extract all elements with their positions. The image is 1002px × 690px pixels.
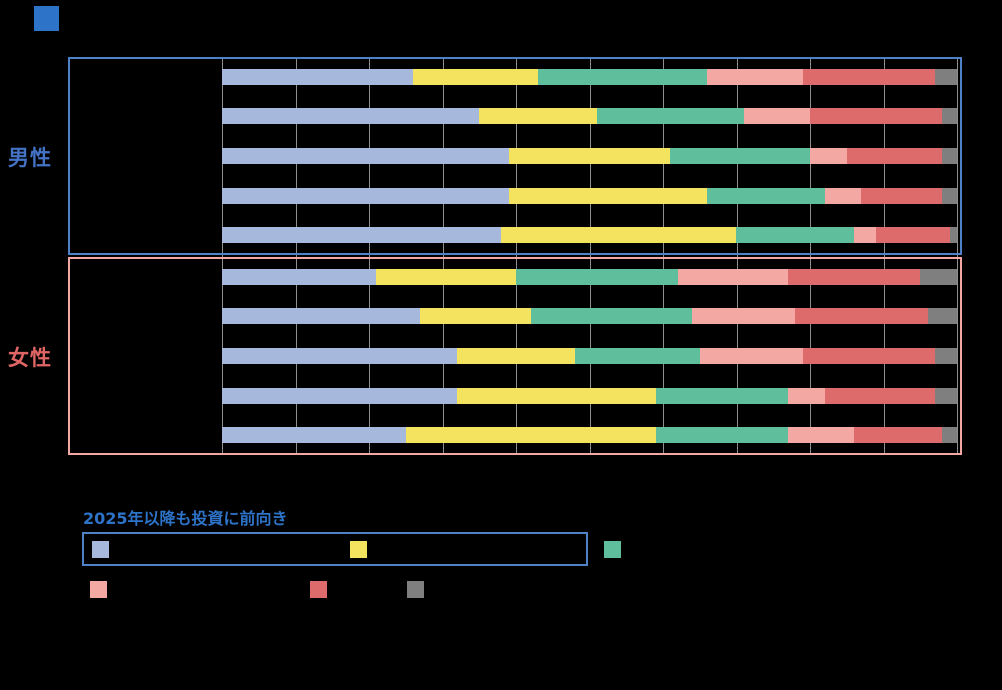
segment-gray — [942, 108, 957, 125]
segment-gray — [934, 348, 957, 364]
segment-green — [707, 187, 825, 204]
segment-yellow — [508, 187, 708, 204]
legend-swatch-green-icon — [604, 541, 621, 558]
segment-pink — [692, 308, 796, 325]
segment-red — [802, 68, 935, 85]
segment-red — [861, 187, 943, 204]
segment-pink — [854, 227, 877, 244]
bar-male-row-2 — [222, 108, 957, 125]
segment-yellow — [420, 308, 531, 325]
male-group-label: 男性 — [8, 146, 52, 170]
gridline-80 — [810, 57, 811, 455]
segment-pink — [809, 148, 847, 164]
female-group-box — [68, 257, 962, 455]
segment-green — [670, 148, 810, 164]
segment-pink — [699, 348, 803, 364]
bar-female-row-3 — [222, 348, 957, 364]
segment-red — [802, 348, 935, 364]
female-group-label: 女性 — [8, 346, 52, 370]
segment-red — [854, 427, 943, 444]
legend-highlight-box — [82, 532, 588, 566]
bar-male-row-3 — [222, 148, 957, 164]
segment-green — [596, 108, 744, 125]
segment-gray — [934, 387, 957, 404]
segment-light-blue — [222, 68, 414, 85]
legend-swatch-gray-icon — [407, 581, 424, 598]
segment-red — [809, 108, 943, 125]
bar-female-row-4 — [222, 387, 957, 404]
segment-yellow — [457, 387, 656, 404]
gridline-30 — [442, 57, 444, 455]
segment-green — [574, 348, 700, 364]
gridline-0 — [222, 57, 223, 455]
legend-swatch-pink-icon — [90, 581, 107, 598]
segment-light-blue — [222, 427, 406, 444]
segment-gray — [920, 268, 957, 285]
segment-pink — [787, 387, 825, 404]
segment-pink — [743, 108, 810, 125]
segment-gray — [942, 427, 957, 444]
title-bullet-icon — [34, 6, 59, 31]
gridline-10 — [295, 57, 297, 455]
segment-yellow — [508, 148, 671, 164]
segment-yellow — [479, 108, 597, 125]
segment-pink — [677, 268, 788, 285]
segment-light-blue — [222, 187, 509, 204]
gridline-90 — [883, 57, 885, 455]
segment-light-blue — [222, 348, 458, 364]
bar-female-row-1 — [222, 268, 957, 285]
segment-light-blue — [222, 308, 421, 325]
segment-yellow — [413, 68, 539, 85]
segment-yellow — [405, 427, 656, 444]
gridline-60 — [663, 57, 664, 455]
segment-pink — [787, 427, 855, 444]
segment-green — [530, 308, 693, 325]
segment-pink — [824, 187, 862, 204]
segment-yellow — [457, 348, 575, 364]
segment-light-blue — [222, 108, 480, 125]
segment-yellow — [501, 227, 737, 244]
segment-yellow — [376, 268, 516, 285]
bar-female-row-2 — [222, 308, 957, 325]
segment-red — [876, 227, 950, 244]
segment-light-blue — [222, 227, 502, 244]
segment-red — [824, 387, 935, 404]
gridline-40 — [516, 57, 517, 455]
segment-light-blue — [222, 148, 509, 164]
segment-gray — [949, 227, 957, 244]
legend-swatch-light-blue-icon — [92, 541, 109, 558]
segment-green — [538, 68, 708, 85]
segment-pink — [707, 68, 803, 85]
segment-green — [655, 387, 788, 404]
bar-male-row-1 — [222, 68, 957, 85]
gridline-70 — [736, 57, 738, 455]
segment-gray — [942, 148, 957, 164]
bar-female-row-5 — [222, 427, 957, 444]
segment-red — [846, 148, 943, 164]
segment-red — [795, 308, 928, 325]
legend-highlight-title: 2025年以降も投資に前向き — [83, 509, 288, 528]
segment-gray — [927, 308, 957, 325]
segment-green — [655, 427, 788, 444]
legend-swatch-red-icon — [310, 581, 327, 598]
plot-gridlines — [222, 57, 958, 455]
legend-swatch-yellow-icon — [350, 541, 367, 558]
segment-green — [515, 268, 678, 285]
segment-red — [787, 268, 921, 285]
bar-male-row-4 — [222, 187, 957, 204]
segment-gray — [934, 68, 957, 85]
segment-gray — [942, 187, 957, 204]
gridline-100 — [957, 57, 958, 455]
male-group-box — [68, 57, 962, 255]
gridline-20 — [369, 57, 370, 455]
segment-light-blue — [222, 387, 458, 404]
segment-green — [736, 227, 855, 244]
segment-light-blue — [222, 268, 377, 285]
bar-male-row-5 — [222, 227, 957, 244]
gridline-50 — [589, 57, 591, 455]
